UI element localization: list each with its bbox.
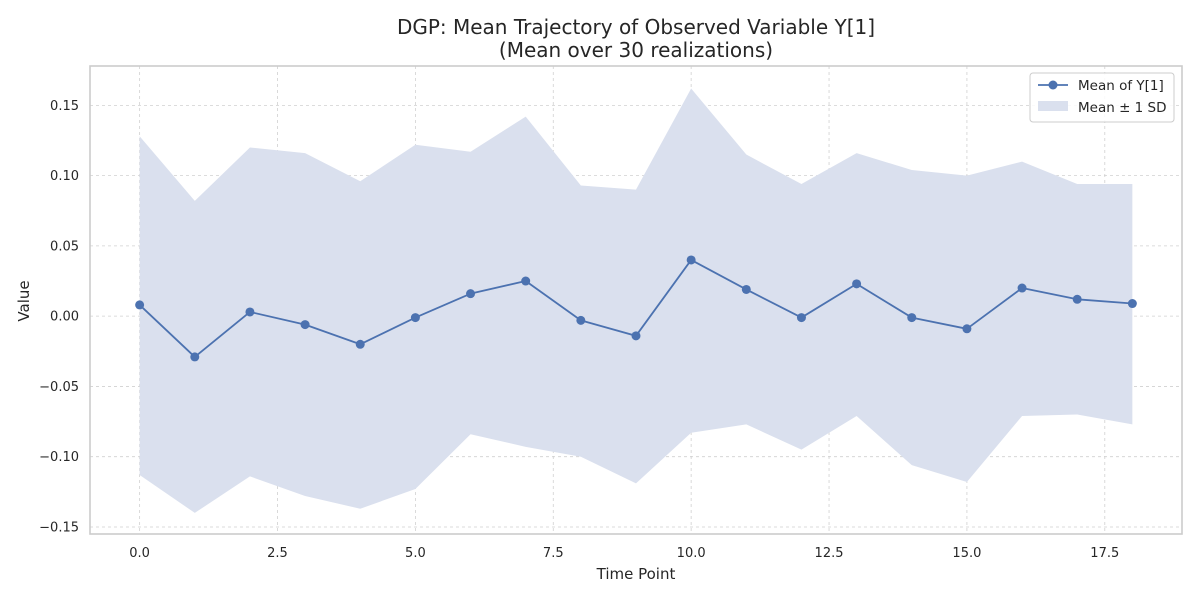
x-tick-label: 2.5 [267, 546, 288, 561]
data-point [796, 313, 806, 323]
x-axis-label: Time Point [596, 565, 676, 583]
data-point [576, 315, 586, 325]
grid-lines [89, 65, 1183, 535]
data-point [355, 339, 365, 349]
legend-label-band: Mean ± 1 SD [1078, 100, 1167, 116]
x-tick-label: 10.0 [677, 546, 706, 561]
y-tick-label: −0.05 [39, 380, 79, 395]
data-point [631, 331, 641, 341]
y-tick-label: 0.05 [50, 239, 79, 254]
y-tick-label: −0.15 [39, 520, 79, 535]
data-point [410, 313, 420, 323]
y-axis-label: Value [15, 280, 33, 321]
legend-band-swatch [1038, 101, 1068, 111]
data-point [686, 255, 696, 265]
data-point [521, 276, 531, 286]
legend-marker-swatch [1048, 80, 1058, 90]
data-point [466, 289, 476, 299]
x-tick-label: 12.5 [815, 546, 844, 561]
chart-subtitle: (Mean over 30 realizations) [499, 38, 773, 62]
x-tick-label: 7.5 [543, 546, 564, 561]
data-point [245, 307, 255, 317]
data-point [1017, 283, 1027, 293]
legend: Mean of Y[1] Mean ± 1 SD [1029, 72, 1175, 123]
sd-band-area [139, 88, 1133, 513]
x-tick-label: 0.0 [129, 546, 150, 561]
x-tick-label: 17.5 [1090, 546, 1119, 561]
data-point [907, 313, 917, 323]
plot-frame [89, 65, 1183, 535]
data-point [300, 320, 310, 330]
y-tick-label: −0.10 [39, 450, 79, 465]
data-point [1072, 294, 1082, 304]
legend-label-mean: Mean of Y[1] [1078, 78, 1164, 94]
data-point [135, 300, 145, 310]
y-tick-label: 0.00 [50, 310, 79, 325]
data-point [852, 279, 862, 289]
data-point [962, 324, 972, 334]
data-point [1127, 299, 1137, 309]
data-point [190, 352, 200, 362]
chart-title: DGP: Mean Trajectory of Observed Variabl… [397, 15, 875, 39]
x-tick-label: 15.0 [952, 546, 981, 561]
y-tick-label: 0.15 [50, 99, 79, 114]
x-tick-label: 5.0 [405, 546, 426, 561]
y-tick-label: 0.10 [50, 169, 79, 184]
data-point [741, 284, 751, 294]
